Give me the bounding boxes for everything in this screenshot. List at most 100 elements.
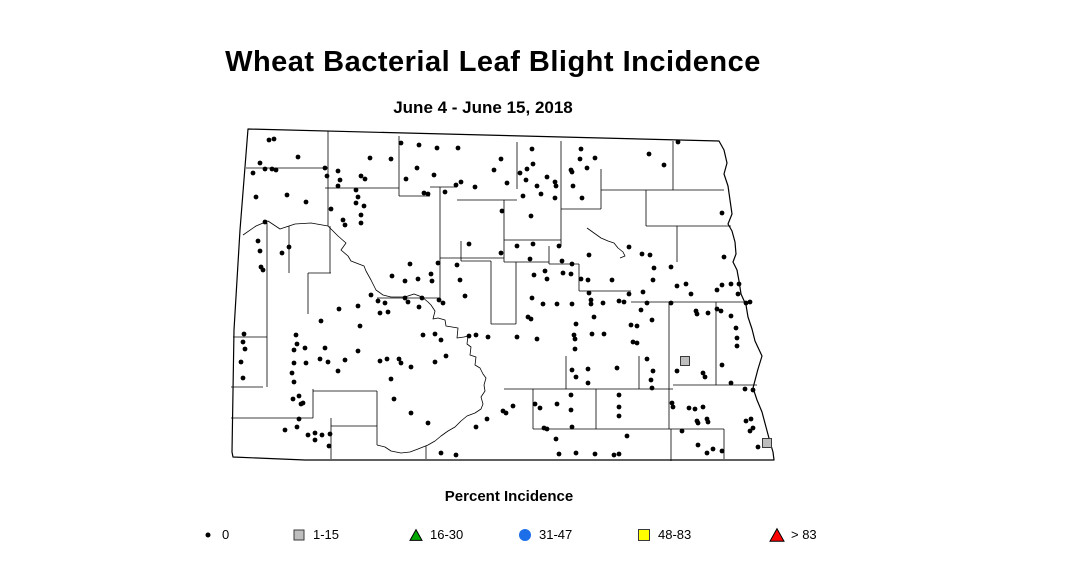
data-point-0 (336, 306, 342, 312)
data-point-0 (472, 184, 478, 190)
data-point-0 (592, 155, 598, 161)
data-point-0 (257, 248, 263, 254)
data-point-0 (686, 405, 692, 411)
data-point-0 (296, 416, 302, 422)
data-point-0 (355, 194, 361, 200)
data-point-0 (683, 281, 689, 287)
data-point-0 (616, 392, 622, 398)
data-point-0 (485, 334, 491, 340)
data-point-0 (750, 425, 756, 431)
data-point-0 (282, 427, 288, 433)
data-point-0 (466, 333, 472, 339)
data-point-0 (644, 356, 650, 362)
data-point-0 (312, 437, 318, 443)
data-point-0 (398, 140, 404, 146)
data-point-0 (391, 396, 397, 402)
data-point-0 (609, 277, 615, 283)
data-point-0 (455, 145, 461, 151)
data-point-0 (572, 346, 578, 352)
data-point-0 (634, 323, 640, 329)
data-point-0 (719, 448, 725, 454)
data-point-0 (358, 173, 364, 179)
legend-circle-icon (519, 529, 531, 541)
data-point-0 (358, 220, 364, 226)
data-point-0 (569, 301, 575, 307)
data-point-0 (466, 241, 472, 247)
data-point-0 (743, 418, 749, 424)
data-point-0 (402, 278, 408, 284)
legend-square-glyph (293, 529, 305, 541)
data-point-0 (266, 137, 272, 143)
data-point-0 (414, 165, 420, 171)
data-point-0 (250, 170, 256, 176)
data-point-1-15 (680, 356, 690, 366)
data-point-0 (473, 424, 479, 430)
data-point-0 (269, 166, 275, 172)
legend-label: > 83 (791, 527, 817, 542)
data-point-0 (674, 368, 680, 374)
data-point-0 (616, 451, 622, 457)
data-point-0 (335, 368, 341, 374)
data-point-0 (499, 208, 505, 214)
data-point-0 (714, 287, 720, 293)
data-point-0 (710, 446, 716, 452)
data-point-0 (728, 380, 734, 386)
data-point-0 (530, 241, 536, 247)
data-point-0 (537, 405, 543, 411)
data-point-0 (568, 407, 574, 413)
page-title: Wheat Bacterial Leaf Blight Incidence (225, 46, 761, 78)
data-point-0 (704, 450, 710, 456)
data-point-0 (568, 392, 574, 398)
data-point-0 (552, 195, 558, 201)
data-point-0 (319, 432, 325, 438)
data-point-0 (355, 348, 361, 354)
data-point-0 (457, 277, 463, 283)
data-point-0 (353, 187, 359, 193)
data-point-0 (358, 212, 364, 218)
data-point-0 (601, 331, 607, 337)
data-point-0 (510, 403, 516, 409)
data-point-0 (702, 374, 708, 380)
page-subtitle: June 4 - June 15, 2018 (393, 98, 573, 117)
data-point-0 (569, 169, 575, 175)
data-point-0 (692, 406, 698, 412)
data-point-0 (421, 190, 427, 196)
data-point-0 (398, 360, 404, 366)
legend-triangle-glyph (769, 527, 785, 542)
data-point-0 (585, 277, 591, 283)
data-point-0 (279, 250, 285, 256)
data-point-0 (305, 432, 311, 438)
data-point-0 (577, 156, 583, 162)
data-point-0 (531, 272, 537, 278)
data-point-0 (500, 408, 506, 414)
data-point-0 (736, 281, 742, 287)
data-point-0 (425, 420, 431, 426)
data-point-0 (389, 273, 395, 279)
data-point-0 (544, 276, 550, 282)
data-point-0 (553, 436, 559, 442)
data-point-0 (747, 428, 753, 434)
legend-triangle-glyph (409, 528, 423, 541)
data-point-0 (552, 179, 558, 185)
data-point-0 (556, 243, 562, 249)
data-point-0 (405, 299, 411, 305)
data-point-0 (432, 359, 438, 365)
data-point-0 (431, 172, 437, 178)
data-point-0 (295, 154, 301, 160)
data-point-0 (578, 146, 584, 152)
data-point-0 (361, 203, 367, 209)
data-point-0 (428, 271, 434, 277)
data-point-0 (569, 367, 575, 373)
data-point-0 (668, 300, 674, 306)
data-point-0 (624, 433, 630, 439)
data-point-0 (611, 452, 617, 458)
data-point-0 (544, 426, 550, 432)
data-point-0 (588, 297, 594, 303)
legend-label: 0 (222, 527, 230, 542)
data-point-0 (300, 400, 306, 406)
data-point-0 (317, 356, 323, 362)
data-point-0 (626, 291, 632, 297)
data-point-0 (524, 166, 530, 172)
data-point-0 (504, 180, 510, 186)
legend-item-4883: 48-83 (635, 525, 691, 545)
